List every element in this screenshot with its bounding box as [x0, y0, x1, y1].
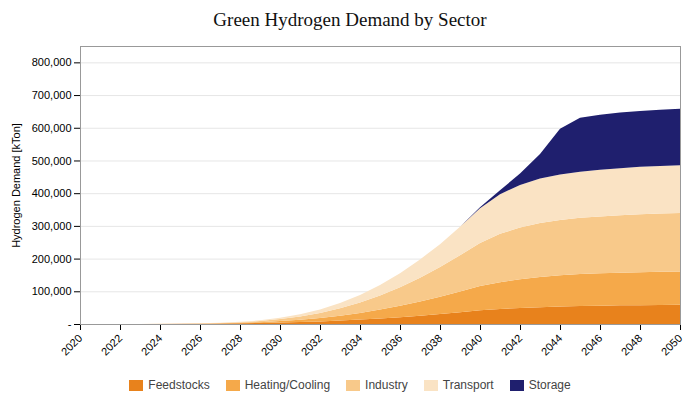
svg-text:200,000: 200,000 [32, 253, 72, 265]
svg-text:700,000: 700,000 [32, 89, 72, 101]
svg-text:2040: 2040 [459, 332, 485, 358]
svg-text:Hydrogen Demand [kTon]: Hydrogen Demand [kTon] [10, 123, 22, 248]
html-text:Feedstocks: Feedstocks [148, 378, 210, 392]
svg-text:600,000: 600,000 [32, 122, 72, 134]
svg-text:400,000: 400,000 [32, 187, 72, 199]
html-text:Transport: Transport [442, 378, 494, 392]
svg-text:2050: 2050 [659, 332, 685, 358]
svg-text:2034: 2034 [339, 332, 365, 358]
svg-text:800,000: 800,000 [32, 56, 72, 68]
svg-text:2036: 2036 [379, 332, 405, 358]
svg-text:2020: 2020 [59, 332, 85, 358]
svg-text:2046: 2046 [579, 332, 605, 358]
html-text:Industry: Industry [365, 378, 408, 392]
svg-text:2028: 2028 [219, 332, 245, 358]
svg-text:2032: 2032 [299, 332, 325, 358]
svg-text:500,000: 500,000 [32, 154, 72, 166]
svg-text:2048: 2048 [619, 332, 645, 358]
svg-text:100,000: 100,000 [32, 285, 72, 297]
svg-text:-: - [68, 318, 72, 330]
html-text:Green Hydrogen Demand by Secto: Green Hydrogen Demand by Sector [213, 9, 487, 30]
svg-text:2030: 2030 [259, 332, 285, 358]
svg-text:2024: 2024 [139, 332, 165, 358]
svg-text:2038: 2038 [419, 332, 445, 358]
svg-text:2042: 2042 [499, 332, 525, 358]
svg-text:2026: 2026 [179, 332, 205, 358]
html-text:Heating/Cooling: Heating/Cooling [244, 378, 331, 392]
html-text:Storage: Storage [528, 378, 571, 392]
svg-text:2022: 2022 [99, 332, 125, 358]
svg-text:2044: 2044 [539, 332, 565, 358]
svg-text:300,000: 300,000 [32, 220, 72, 232]
